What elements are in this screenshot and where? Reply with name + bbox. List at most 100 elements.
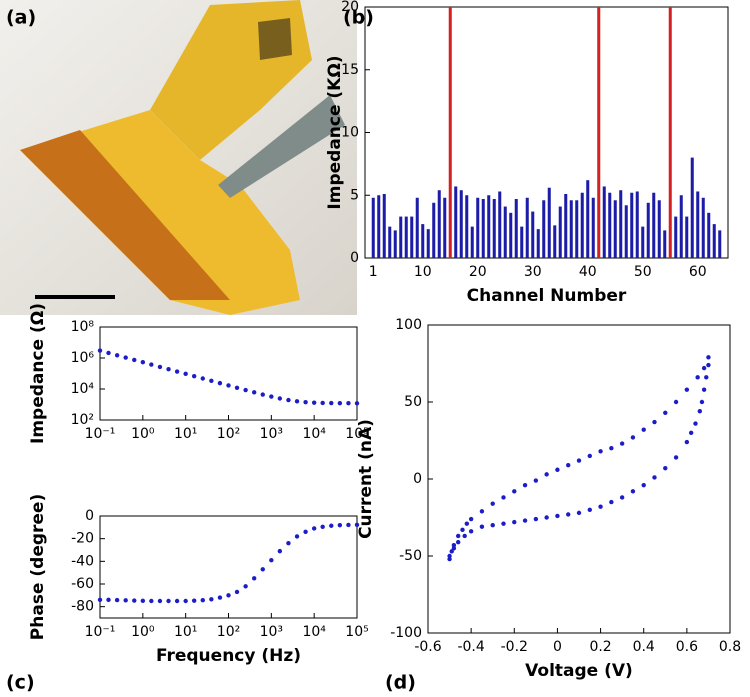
data-point	[704, 375, 709, 380]
plot-frame	[364, 6, 729, 259]
bar	[393, 230, 397, 258]
bar	[404, 216, 408, 258]
x-tick-label: 50	[634, 264, 652, 280]
y-tick-label: -50	[399, 548, 422, 564]
y-tick-label: 100	[395, 317, 422, 333]
data-point	[533, 478, 539, 483]
data-point	[329, 523, 334, 528]
data-point	[311, 526, 317, 531]
data-point	[701, 387, 707, 392]
data-point	[106, 350, 111, 356]
x-tick-label: 10⁰	[131, 624, 155, 640]
data-point	[490, 501, 495, 506]
data-point	[200, 376, 205, 381]
x-tick-label: 10⁴	[302, 426, 326, 442]
data-point	[555, 467, 560, 472]
data-point	[277, 396, 283, 401]
bar	[652, 192, 656, 258]
x-tick-label: 10²	[217, 624, 240, 640]
data-point	[693, 421, 698, 426]
plot-frame	[427, 324, 731, 634]
data-point	[688, 430, 694, 435]
x-tick-label: 10¹	[174, 426, 197, 442]
data-point	[619, 495, 625, 500]
y-tick-label: 0	[413, 471, 422, 487]
data-point	[641, 427, 646, 432]
bar	[624, 205, 628, 258]
bar	[542, 200, 546, 258]
data-point	[140, 360, 146, 365]
x-tick-label: 10⁻¹	[85, 624, 116, 640]
bar	[657, 200, 661, 258]
data-point	[269, 558, 274, 563]
data-point	[566, 462, 571, 468]
data-point	[329, 400, 334, 406]
x-tick-label: 30	[524, 264, 542, 280]
data-point	[217, 380, 223, 386]
data-point	[294, 534, 300, 539]
data-point	[174, 369, 180, 374]
x-tick-label: 0	[553, 639, 562, 655]
data-point	[149, 598, 154, 604]
y-tick-label: -40	[71, 553, 94, 569]
data-point	[243, 584, 248, 589]
bar	[547, 187, 551, 258]
bar	[591, 197, 595, 258]
data-point	[132, 357, 137, 363]
bar	[371, 197, 375, 258]
data-point	[522, 518, 528, 523]
panel-label: (c)	[6, 672, 35, 694]
bar	[448, 7, 452, 258]
data-point	[191, 373, 197, 379]
bar	[426, 229, 430, 258]
bar	[674, 216, 678, 258]
data-point	[464, 521, 470, 526]
data-point	[451, 546, 457, 551]
data-point	[157, 598, 163, 604]
data-point	[587, 453, 592, 459]
data-point	[462, 533, 467, 539]
data-point	[106, 597, 111, 603]
data-point	[619, 441, 625, 446]
data-point	[251, 576, 257, 581]
bar	[575, 200, 579, 258]
data-point	[451, 543, 457, 548]
y-tick-label: 10⁶	[71, 350, 95, 366]
y-tick-label: 10²	[71, 412, 94, 428]
data-point	[346, 401, 351, 406]
x-tick-label: 0.4	[633, 639, 655, 655]
data-point	[456, 539, 461, 545]
x-tick-label: 60	[689, 264, 707, 280]
data-point	[337, 400, 343, 406]
bar	[377, 195, 381, 258]
data-point	[123, 355, 128, 360]
data-point	[447, 556, 452, 562]
bar	[613, 200, 617, 258]
x-tick-label: 1	[369, 264, 378, 280]
bar	[668, 7, 672, 258]
data-point	[260, 392, 265, 397]
data-point	[277, 548, 283, 554]
bar	[564, 193, 568, 258]
panel-label: (d)	[385, 672, 416, 694]
data-point	[630, 435, 636, 440]
data-point	[512, 519, 517, 525]
y-tick-label: 0	[350, 250, 359, 266]
y-tick-label: 10⁴	[71, 381, 95, 397]
data-point	[479, 524, 485, 529]
data-point	[479, 509, 485, 514]
bar	[685, 216, 689, 258]
bar	[679, 195, 683, 258]
data-point	[630, 489, 636, 494]
data-point	[157, 364, 163, 370]
bar	[536, 229, 540, 258]
data-point	[460, 527, 465, 533]
bar	[481, 199, 485, 258]
x-tick-label: -0.6	[414, 639, 441, 655]
x-axis-label: Channel Number	[467, 286, 627, 306]
data-point	[533, 516, 539, 522]
data-point	[114, 597, 120, 603]
data-point	[183, 371, 188, 377]
data-point	[174, 598, 180, 604]
bar	[569, 200, 573, 258]
